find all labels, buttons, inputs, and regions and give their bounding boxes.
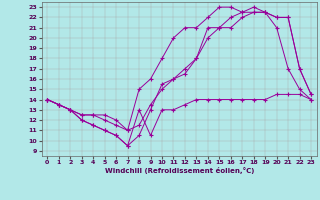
X-axis label: Windchill (Refroidissement éolien,°C): Windchill (Refroidissement éolien,°C) (105, 167, 254, 174)
